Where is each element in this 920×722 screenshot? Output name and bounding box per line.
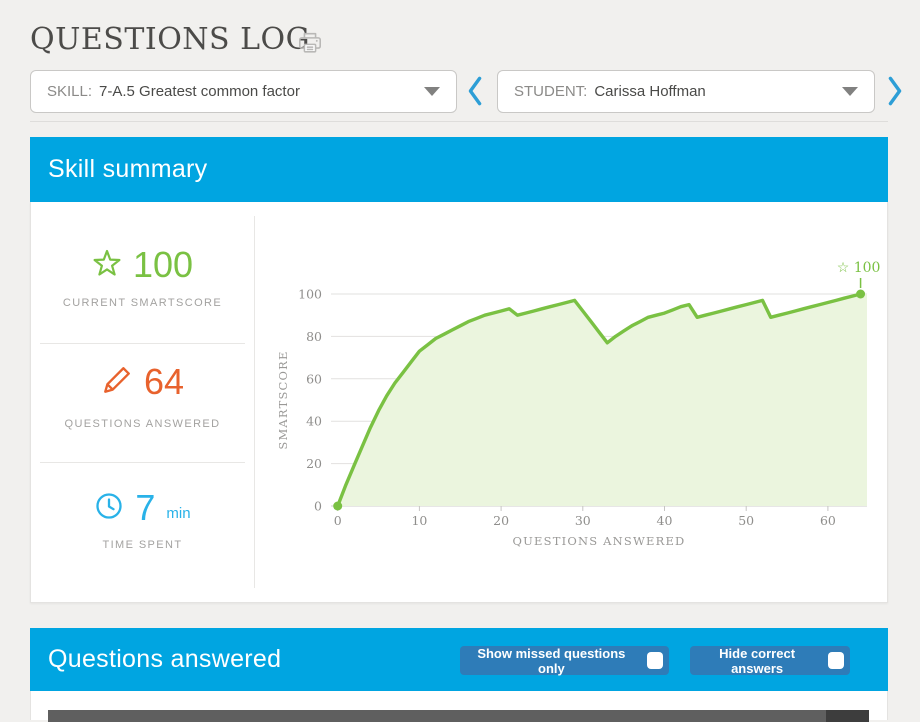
next-student-button[interactable] — [884, 76, 906, 108]
skill-summary-panel: 100 CURRENT SMARTSCORE 64 QUESTIONS ANSW… — [30, 202, 888, 603]
chevron-down-icon — [842, 87, 858, 96]
printer-icon — [297, 32, 323, 58]
hide-correct-checkbox[interactable] — [828, 652, 844, 669]
questions-answered-header: Questions answered Show missed questions… — [30, 628, 888, 691]
stat-divider — [40, 343, 245, 344]
chevron-left-icon — [467, 76, 483, 109]
svg-text:0: 0 — [314, 499, 322, 514]
stat-divider — [40, 462, 245, 463]
current-smartscore-value: 100 — [132, 244, 194, 285]
svg-text:20: 20 — [493, 513, 509, 528]
svg-text:SMARTSCORE: SMARTSCORE — [276, 350, 290, 449]
student-dropdown-label: STUDENT: — [514, 83, 588, 100]
svg-text:80: 80 — [306, 329, 322, 344]
show-missed-checkbox[interactable] — [646, 652, 663, 669]
show-missed-questions-label: Show missed questions only — [477, 645, 626, 676]
svg-text:☆ 100: ☆ 100 — [837, 260, 881, 276]
skill-summary-title: Skill summary — [48, 155, 208, 183]
questions-table-panel — [30, 691, 888, 722]
clock-icon — [94, 491, 124, 526]
show-missed-questions-button[interactable]: Show missed questions only — [460, 645, 669, 676]
svg-text:60: 60 — [820, 513, 836, 528]
hide-correct-answers-button[interactable]: Hide correct answers — [690, 645, 850, 676]
time-spent-value: 7 — [135, 487, 156, 528]
svg-text:60: 60 — [306, 371, 322, 386]
questions-table-header-bar — [48, 710, 869, 722]
pencil-icon — [101, 364, 133, 401]
svg-text:50: 50 — [738, 513, 754, 528]
questions-table-header-dark-cell — [826, 710, 869, 722]
svg-text:10: 10 — [411, 513, 427, 528]
page-title: QUESTIONS LOG — [30, 22, 311, 57]
skill-dropdown[interactable]: SKILL: 7-A.5 Greatest common factor — [30, 70, 457, 113]
questions-answered-stat: 64 — [31, 360, 254, 404]
chevron-right-icon — [887, 76, 903, 109]
questions-answered-label: QUESTIONS ANSWERED — [64, 418, 221, 430]
current-smartscore-stat: 100 — [31, 243, 254, 287]
filter-row-divider — [30, 121, 888, 122]
previous-student-button[interactable] — [464, 76, 486, 108]
current-smartscore-label: CURRENT SMARTSCORE — [62, 297, 223, 309]
svg-text:QUESTIONS ANSWERED: QUESTIONS ANSWERED — [513, 534, 686, 548]
svg-text:30: 30 — [575, 513, 591, 528]
questions-answered-title: Questions answered — [48, 645, 282, 673]
student-dropdown-value: Carissa Hoffman — [594, 83, 706, 100]
skill-summary-header: Skill summary — [30, 137, 888, 202]
skill-dropdown-label: SKILL: — [47, 83, 93, 100]
hide-correct-answers-label: Hide correct answers — [719, 645, 796, 676]
time-spent-unit: min — [166, 504, 191, 522]
time-spent-label: TIME SPENT — [102, 539, 183, 551]
svg-text:100: 100 — [298, 287, 322, 302]
star-icon — [92, 248, 122, 283]
svg-text:20: 20 — [306, 456, 322, 471]
print-button[interactable] — [297, 30, 323, 58]
svg-text:40: 40 — [657, 513, 673, 528]
student-dropdown[interactable]: STUDENT: Carissa Hoffman — [497, 70, 875, 113]
svg-text:0: 0 — [334, 513, 342, 528]
svg-text:40: 40 — [306, 414, 322, 429]
questions-answered-value: 64 — [143, 361, 185, 402]
skill-dropdown-value: 7-A.5 Greatest common factor — [99, 83, 300, 100]
chevron-down-icon — [424, 87, 440, 96]
panel-vertical-divider — [254, 216, 255, 588]
smartscore-chart: 0 20 40 60 80 100 0 10 20 30 40 50 60 ☆ 100 QUESTIONS … — [276, 260, 881, 548]
time-spent-stat: 7 min — [31, 486, 254, 530]
